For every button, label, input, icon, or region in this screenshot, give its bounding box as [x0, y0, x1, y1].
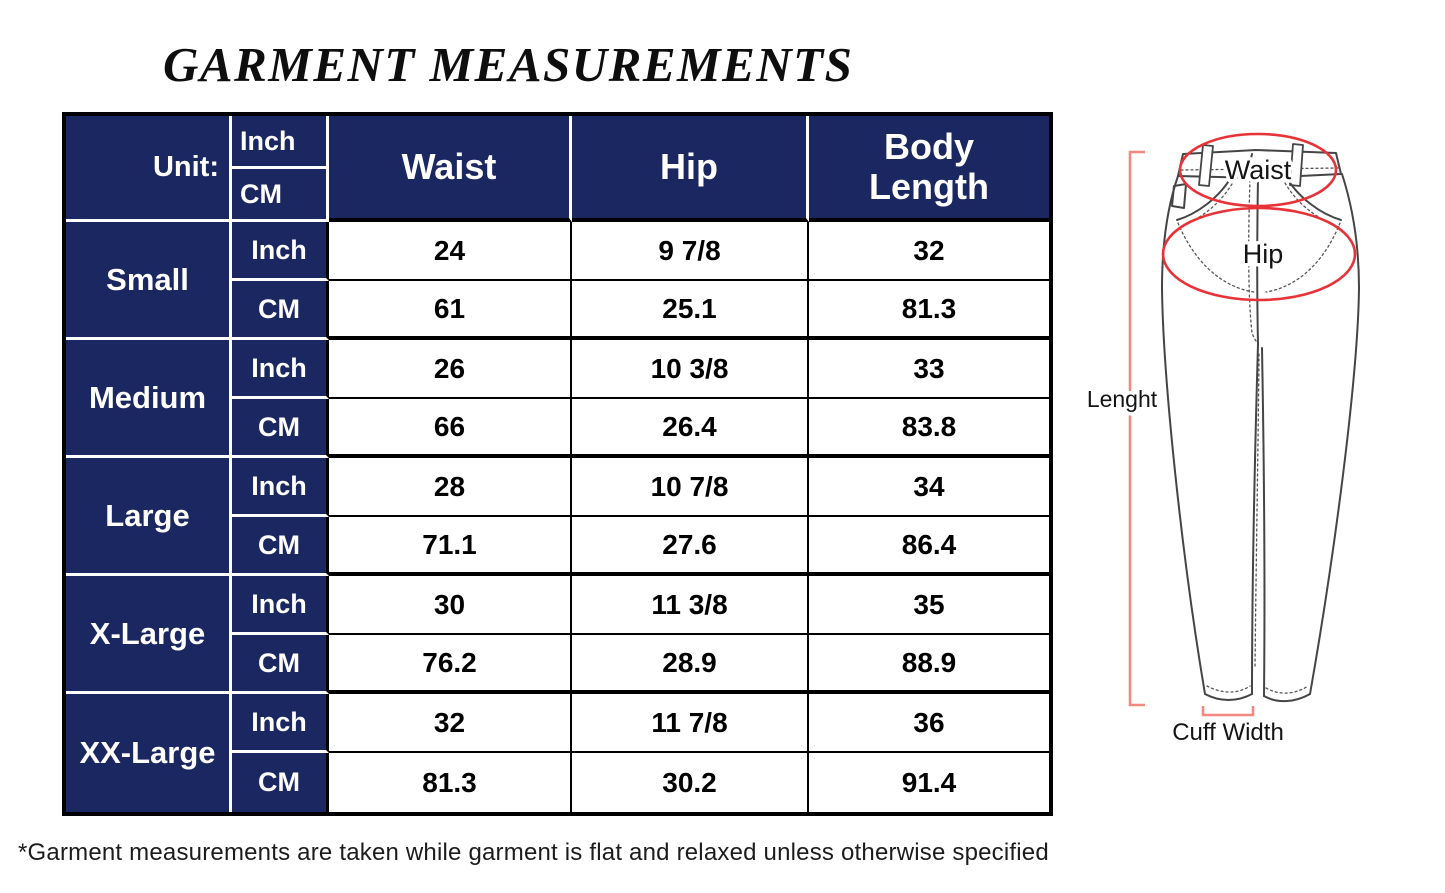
measurement-cell: 91.4 [809, 753, 1049, 812]
coin-pocket [1171, 183, 1187, 209]
left-inseam [1251, 343, 1259, 695]
measurement-cell: 71.1 [329, 517, 572, 576]
waist-ellipse [1178, 132, 1338, 208]
table-row: Small Inch 24 9 7/8 32 [66, 222, 1049, 340]
length-line [1128, 150, 1145, 707]
unit-cell-cm: CM [232, 517, 329, 576]
size-label-x-large: X-Large [66, 576, 232, 694]
left-pocket [1176, 175, 1233, 221]
table-row: XX-Large Inch 32 11 7/8 36 [66, 694, 1049, 812]
size-chart-table: Unit: Inch Waist Hip Body Length CM Smal… [62, 112, 1053, 816]
column-header-hip: Hip [572, 116, 809, 222]
right-pocket [1284, 174, 1342, 221]
waist-label: Waist [1225, 155, 1292, 185]
rise-stitch [1254, 353, 1260, 669]
measurement-cell: 83.8 [809, 399, 1049, 458]
fly-stitch [1248, 179, 1259, 345]
length-label: Lenght [1087, 386, 1158, 412]
measurement-cell: 26 [329, 340, 572, 399]
size-label-large: Large [66, 458, 232, 576]
measurement-cell: 66 [329, 399, 572, 458]
table-row: CM 66 26.4 83.8 [66, 399, 1049, 458]
belt-loop-left [1198, 144, 1214, 187]
right-cuff [1263, 693, 1311, 702]
hip-label: Hip [1243, 239, 1284, 269]
cuff-width-label: Cuff Width [1172, 719, 1284, 746]
unit-header-inch: Inch [232, 116, 329, 169]
size-label-small: Small [66, 222, 232, 340]
size-label-xx-large: XX-Large [66, 694, 232, 812]
right-hem-stitch [1265, 685, 1309, 694]
unit-cell-cm: CM [232, 753, 329, 812]
hip-ellipse [1161, 206, 1357, 302]
measurement-cell: 61 [329, 281, 572, 340]
unit-header-label: Unit: [66, 116, 232, 222]
table-row: CM 71.1 27.6 86.4 [66, 517, 1049, 576]
measurement-cell: 30.2 [572, 753, 809, 812]
measurement-cell: 35 [809, 576, 1049, 635]
body-length-text: Body Length [869, 125, 989, 207]
page-title: GARMENT MEASUREMENTS [163, 37, 854, 92]
unit-cell-inch: Inch [232, 576, 329, 635]
measurement-cell: 10 7/8 [572, 458, 809, 517]
right-pocket-bag-stitch [1265, 222, 1341, 293]
unit-cell-inch: Inch [232, 458, 329, 517]
measurement-cell: 25.1 [572, 281, 809, 340]
measurement-cell: 81.3 [809, 281, 1049, 340]
size-label-medium: Medium [66, 340, 232, 458]
measurement-cell: 9 7/8 [572, 222, 809, 281]
unit-cell-inch: Inch [232, 340, 329, 399]
table-row: CM 61 25.1 81.3 [66, 281, 1049, 340]
measurement-cell: 11 3/8 [572, 576, 809, 635]
cuff-width-bracket [1201, 706, 1255, 717]
left-pocket-stitch [1178, 183, 1233, 228]
measurement-cell: 10 3/8 [572, 340, 809, 399]
unit-cell-inch: Inch [232, 694, 329, 753]
table-row: X-Large Inch 30 11 3/8 35 [66, 576, 1049, 694]
unit-cell-cm: CM [232, 281, 329, 340]
unit-cell-cm: CM [232, 635, 329, 694]
measurement-cell: 86.4 [809, 517, 1049, 576]
measurement-cell: 24 [329, 222, 572, 281]
column-header-body-length: Body Length [809, 116, 1049, 222]
unit-header-cm: CM [232, 169, 329, 222]
measurement-cell: 30 [329, 576, 572, 635]
measurement-cell: 81.3 [329, 753, 572, 812]
measurement-cell: 32 [809, 222, 1049, 281]
button-loop [1249, 153, 1261, 174]
column-header-waist: Waist [329, 116, 572, 222]
pants-measurement-diagram: Waist Hip Lenght Cuff Width [1083, 132, 1360, 750]
table-row: CM 76.2 28.9 88.9 [66, 635, 1049, 694]
unit-cell-inch: Inch [232, 222, 329, 281]
measurement-cell: 88.9 [809, 635, 1049, 694]
fly-seam [1256, 177, 1259, 345]
pants-outline-icon [1161, 143, 1360, 702]
unit-cell-cm: CM [232, 399, 329, 458]
measurement-cell: 11 7/8 [572, 694, 809, 753]
measurement-cell: 26.4 [572, 399, 809, 458]
measurement-cell: 28 [329, 458, 572, 517]
measurement-cell: 28.9 [572, 635, 809, 694]
left-hem-stitch [1206, 685, 1251, 693]
right-inseam [1261, 347, 1266, 697]
measurement-cell: 33 [809, 340, 1049, 399]
measurement-cell: 76.2 [329, 635, 572, 694]
table-row: Medium Inch 26 10 3/8 33 [66, 340, 1049, 458]
measurement-cell: 36 [809, 694, 1049, 753]
left-side-seam [1161, 175, 1206, 695]
measurement-cell: 27.6 [572, 517, 809, 576]
belt-loop-right [1289, 143, 1304, 187]
measurement-cell: 34 [809, 458, 1049, 517]
measurement-cell: 32 [329, 694, 572, 753]
table-row: CM 81.3 30.2 91.4 [66, 753, 1049, 812]
right-side-seam [1309, 173, 1360, 695]
left-cuff [1204, 693, 1253, 701]
footnote: *Garment measurements are taken while ga… [18, 839, 1049, 866]
table-row: Large Inch 28 10 7/8 34 [66, 458, 1049, 576]
left-pocket-bag-stitch [1177, 222, 1255, 293]
